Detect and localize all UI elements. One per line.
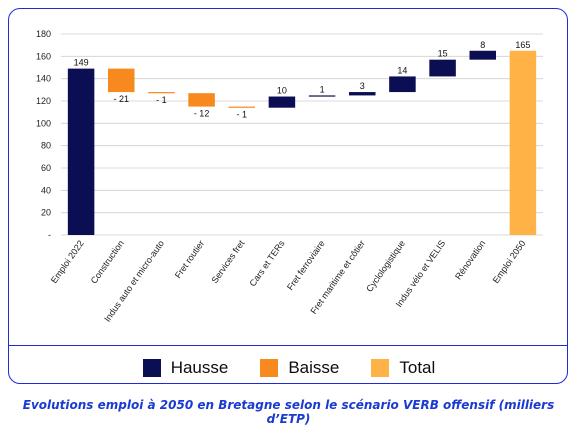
grid-lines: [61, 33, 543, 236]
bar-6: [308, 95, 336, 97]
bar-1: [107, 68, 135, 93]
bar-5: [268, 96, 296, 108]
bar-11: [509, 50, 537, 235]
data-label-2: - 1: [156, 95, 167, 105]
y-tick-label: -: [48, 230, 51, 240]
legend-swatch-hausse: [142, 359, 161, 377]
bar-2: [148, 92, 175, 94]
bar-4: [228, 106, 256, 108]
bar-9: [429, 59, 456, 77]
legend-item-total: Total: [371, 358, 435, 378]
legend: Hausse Baisse Total: [9, 353, 567, 383]
x-tick-label: Emploi 2022: [49, 238, 86, 285]
data-label-5: 10: [277, 86, 287, 96]
x-tick-label: Cyclologistique: [364, 238, 407, 293]
x-tick-label: Emploi 2050: [491, 238, 528, 285]
x-tick-label: Rénovation: [453, 238, 487, 281]
y-tick-label: 20: [41, 208, 51, 218]
y-tick-label: 140: [36, 74, 51, 84]
data-label-4: - 1: [236, 110, 247, 120]
bar-10: [469, 50, 497, 60]
legend-label-total: Total: [399, 358, 436, 377]
legend-swatch-baisse: [260, 359, 279, 377]
figure-caption: Evolutions emploi à 2050 en Bretagne sel…: [22, 398, 555, 426]
legend-label-hausse: Hausse: [170, 358, 229, 377]
data-label-1: - 21: [113, 94, 129, 104]
bar-0: [67, 68, 95, 235]
y-tick-label: 120: [36, 96, 51, 106]
waterfall-chart: - 20 40 60 80 100 120 140 160 180 149 - 21 - 1 - 12 -…: [36, 29, 543, 324]
legend-item-hausse: Hausse: [142, 358, 229, 378]
legend-label-baisse: Baisse: [288, 358, 340, 377]
y-axis-ticks: - 20 40 60 80 100 120 140 160 180: [36, 29, 51, 240]
x-tick-label: Fret ferroviaire: [285, 238, 327, 292]
data-label-9: 15: [438, 49, 448, 59]
data-label-0: 149: [74, 58, 89, 68]
y-tick-label: 160: [36, 51, 51, 61]
legend-item-baisse: Baisse: [260, 358, 339, 378]
x-tick-label: Cars et TERs: [247, 238, 286, 288]
y-tick-label: 100: [36, 118, 51, 128]
bar-7: [348, 92, 376, 96]
bars: [67, 50, 537, 235]
data-label-7: 3: [360, 81, 365, 91]
y-tick-label: 180: [36, 29, 51, 39]
data-label-3: - 12: [194, 109, 210, 119]
y-tick-label: 60: [41, 163, 51, 173]
bar-8: [389, 76, 416, 93]
data-label-11: 165: [515, 40, 530, 50]
y-tick-label: 40: [41, 185, 51, 195]
x-tick-label: Construction: [89, 238, 126, 285]
x-tick-label: Services fret: [210, 238, 247, 285]
x-tick-label: Fret routier: [173, 238, 206, 280]
legend-swatch-total: [371, 359, 390, 377]
data-label-6: 1: [320, 84, 325, 94]
data-label-8: 14: [397, 65, 407, 75]
legend-separator: [9, 345, 567, 346]
y-tick-label: 80: [41, 141, 51, 151]
chart-frame: - 20 40 60 80 100 120 140 160 180 149 - 21 - 1 - 12 -…: [8, 8, 568, 384]
data-label-10: 8: [480, 40, 485, 50]
bar-3: [188, 93, 215, 107]
